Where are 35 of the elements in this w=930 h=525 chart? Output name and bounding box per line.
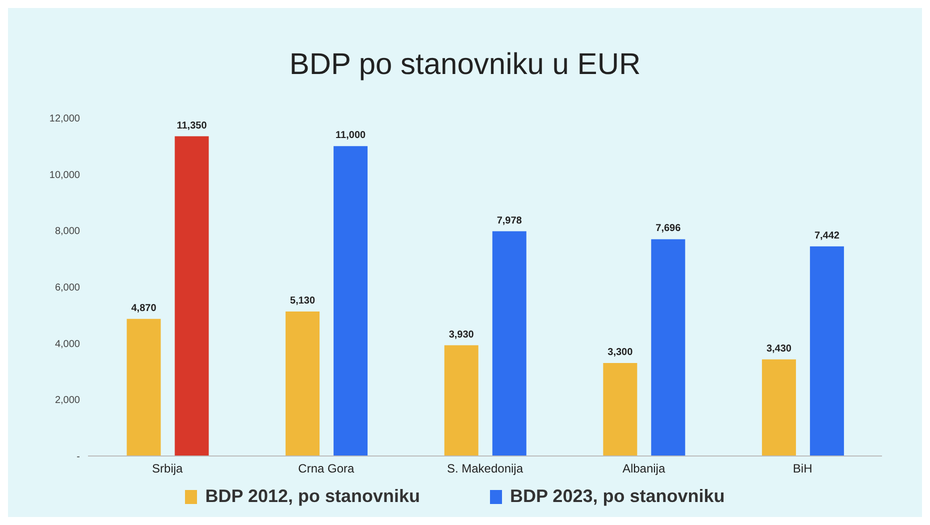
x-tick-label: S. Makedonija — [446, 462, 524, 476]
y-tick-label: 12,000 — [49, 114, 80, 125]
bar — [174, 136, 209, 456]
data-label: 3,430 — [766, 343, 792, 354]
data-label: 5,130 — [290, 296, 316, 307]
y-tick-label: 10,000 — [49, 170, 80, 181]
y-tick-label: 6,000 — [54, 282, 80, 294]
y-tick-label: 2,000 — [54, 395, 80, 406]
y-tick-label: 8,000 — [54, 226, 80, 238]
x-tick-label: Srbija — [152, 462, 184, 476]
y-tick-label: - — [76, 452, 80, 463]
bar — [334, 146, 368, 456]
data-label: 7,442 — [814, 230, 840, 242]
bar — [126, 318, 161, 456]
bar — [444, 345, 478, 456]
bar — [603, 363, 638, 456]
data-label: 7,696 — [656, 223, 682, 234]
data-label: 4,870 — [131, 302, 157, 314]
chart-title: BDP po stanovniku u EUR — [288, 47, 642, 83]
y-tick-label: 4,000 — [54, 338, 80, 350]
bar — [762, 359, 796, 456]
data-label: 11,000 — [336, 130, 366, 142]
legend-label: BDP 2023, po stanovniku — [509, 486, 725, 507]
x-tick-label: Albanija — [622, 462, 666, 476]
x-tick-label: Crna Gora — [298, 462, 355, 476]
bar — [651, 239, 686, 456]
data-label: 3,300 — [608, 347, 634, 358]
bar — [810, 246, 844, 456]
bar — [286, 312, 320, 456]
data-label: 11,350 — [176, 120, 208, 132]
bar — [492, 231, 526, 456]
data-label: 3,930 — [448, 329, 474, 340]
legend-label: BDP 2012, po stanovniku — [204, 486, 420, 507]
x-tick-label: BiH — [792, 462, 812, 476]
data-label: 7,978 — [496, 215, 522, 226]
